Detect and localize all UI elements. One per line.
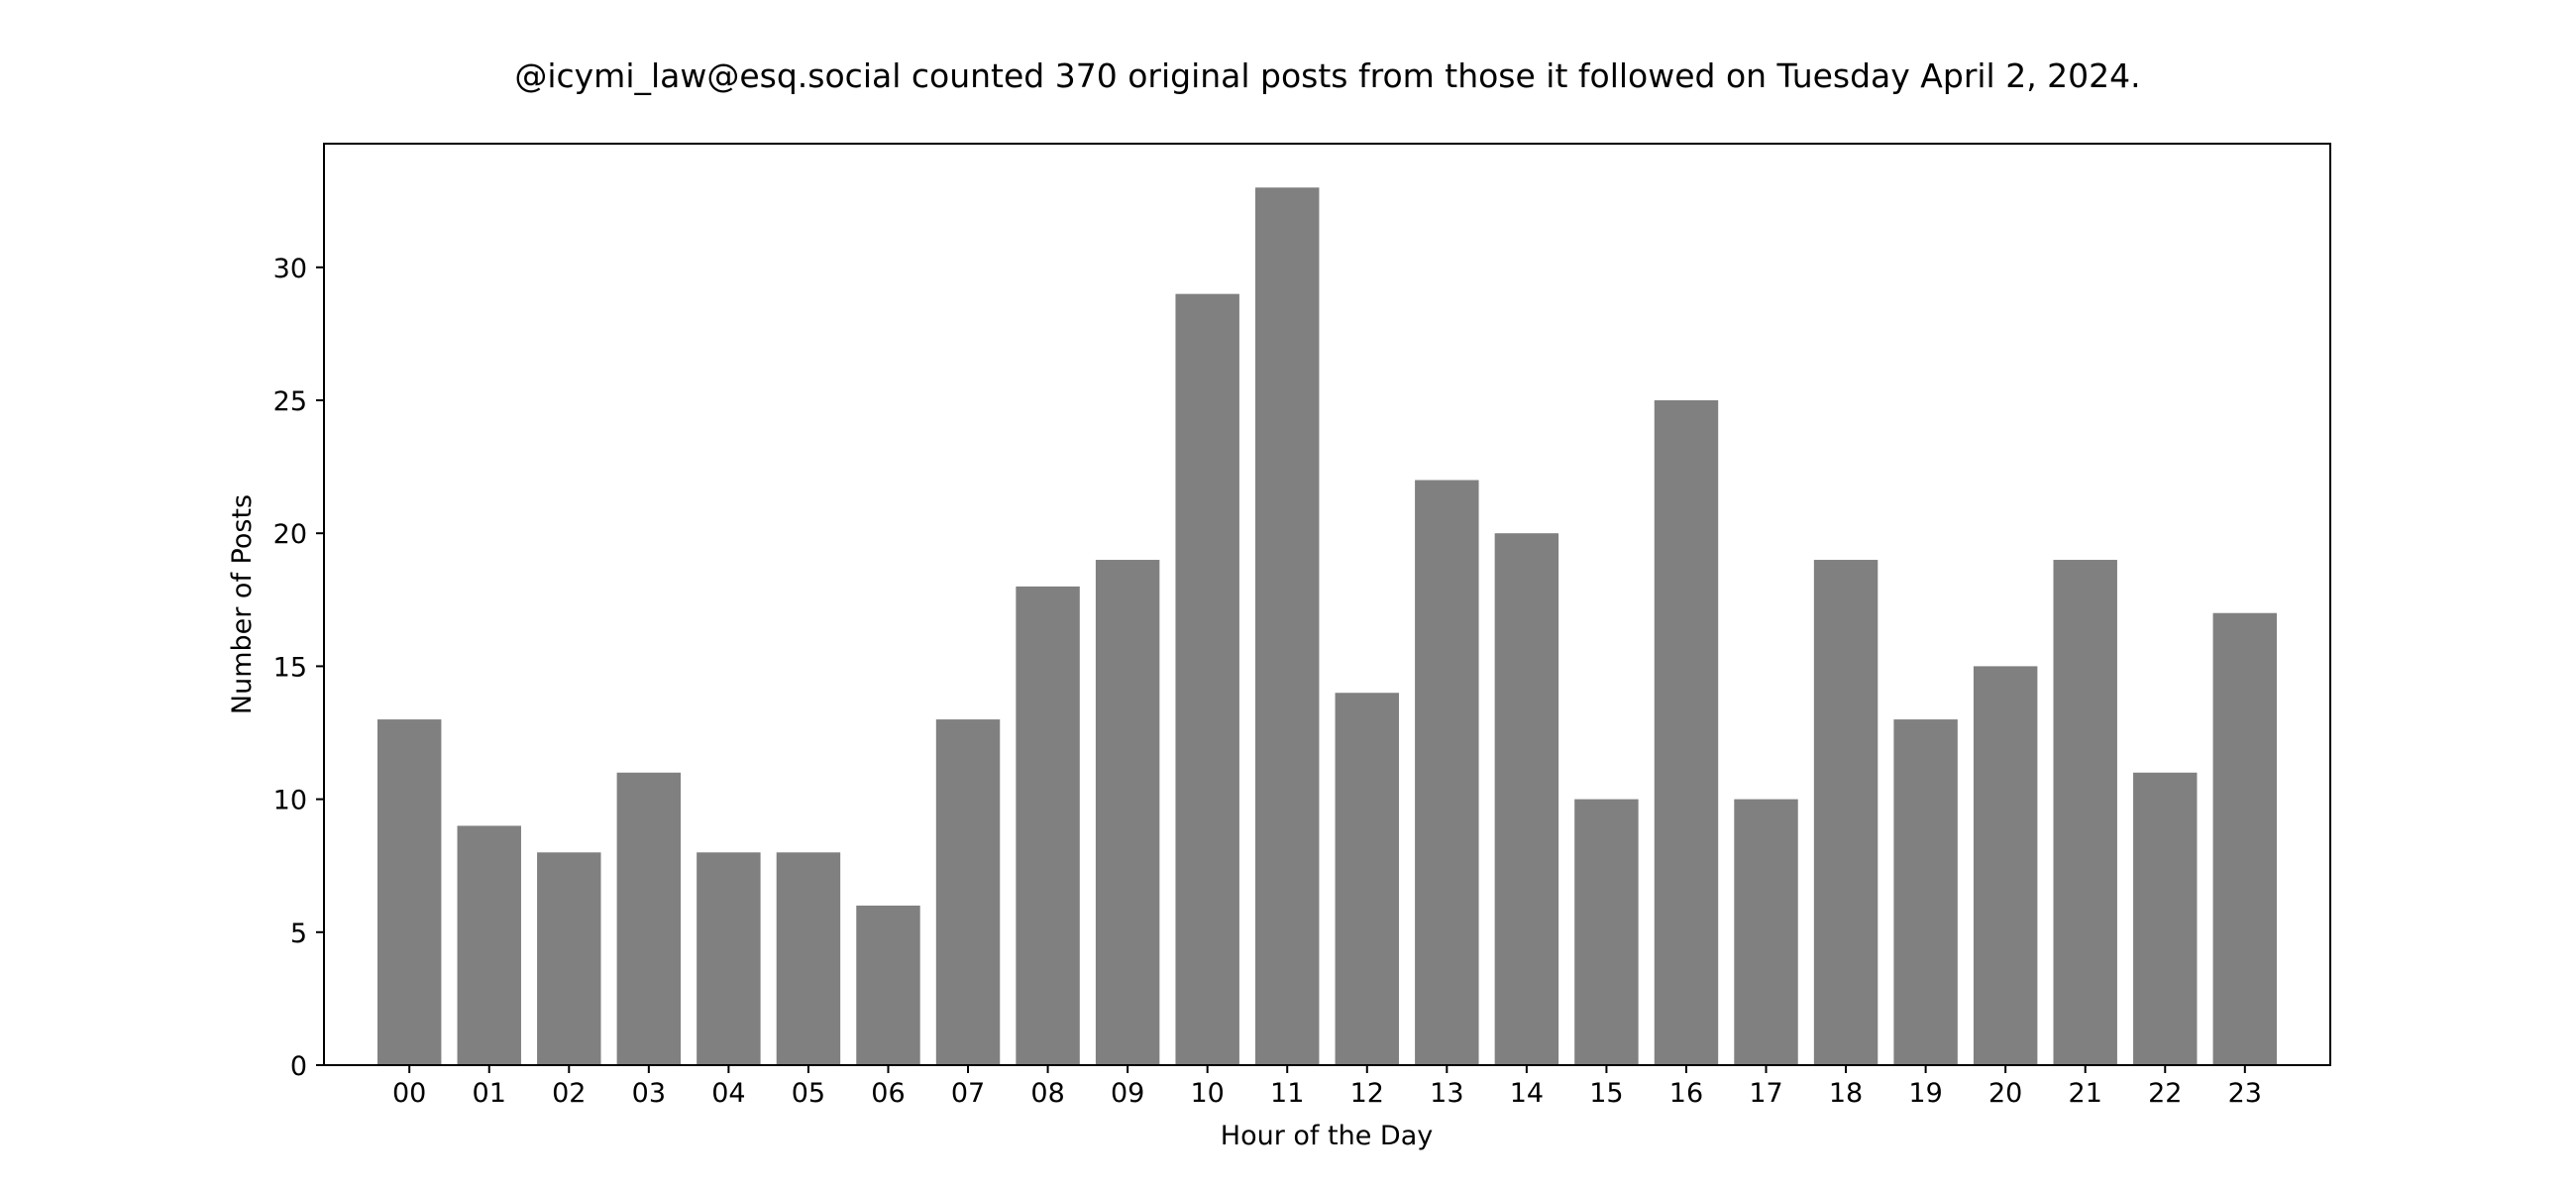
bar-hour-02: [537, 852, 601, 1065]
x-tick-label: 07: [951, 1078, 985, 1109]
x-axis-ticks: 00 01 02 03 04 05 06 07 08 09 10 11 12 13 14 15 16 17 18 19…: [392, 1065, 2262, 1109]
bar-hour-08: [1016, 586, 1080, 1065]
bar-hour-21: [2053, 560, 2117, 1065]
bar-hour-18: [1813, 560, 1878, 1065]
bar-hour-01: [457, 825, 521, 1065]
x-tick-label: 17: [1749, 1078, 1782, 1109]
y-tick-label: 10: [273, 786, 307, 816]
x-tick-label: 23: [2228, 1078, 2262, 1109]
bar-hour-07: [935, 719, 1001, 1065]
y-tick-label: 15: [273, 652, 307, 683]
x-tick-label: 15: [1589, 1078, 1623, 1109]
bar-hour-05: [776, 852, 841, 1065]
x-tick-label: 21: [2069, 1078, 2102, 1109]
bar-hour-12: [1335, 693, 1399, 1065]
chart-title: @icymi_law@esq.social counted 370 origin…: [514, 56, 2140, 95]
bar-hour-04: [697, 852, 761, 1065]
bar-hour-22: [2133, 772, 2198, 1065]
y-axis-ticks: 0 5 10 15 20 25 30: [273, 254, 324, 1082]
axes-frame: [323, 143, 2331, 1066]
y-tick-label: 0: [290, 1051, 307, 1082]
bar-hour-03: [616, 772, 682, 1065]
x-tick-label: 11: [1270, 1078, 1304, 1109]
x-tick-label: 00: [392, 1078, 426, 1109]
x-axis-label: Hour of the Day: [1221, 1121, 1433, 1151]
bar-hour-14: [1494, 533, 1559, 1065]
bar-hour-16: [1654, 400, 1719, 1065]
bar-hour-09: [1095, 560, 1160, 1065]
x-tick-label: 19: [1908, 1078, 1942, 1109]
y-tick-label: 30: [273, 254, 307, 284]
x-tick-label: 20: [1988, 1078, 2022, 1109]
x-tick-label: 08: [1030, 1078, 1064, 1109]
x-tick-label: 06: [871, 1078, 905, 1109]
y-tick-label: 20: [273, 519, 307, 550]
bar-hour-17: [1734, 799, 1798, 1065]
x-tick-label: 16: [1669, 1078, 1703, 1109]
x-tick-label: 09: [1111, 1078, 1144, 1109]
bar-hour-00: [376, 719, 442, 1065]
bars-group: [376, 187, 2278, 1066]
y-tick-label: 5: [290, 919, 307, 949]
x-tick-label: 03: [632, 1078, 666, 1109]
bar-hour-11: [1255, 187, 1320, 1066]
x-tick-label: 10: [1190, 1078, 1224, 1109]
bar-hour-06: [856, 905, 920, 1065]
x-tick-label: 04: [711, 1078, 745, 1109]
x-tick-label: 05: [792, 1078, 825, 1109]
x-tick-label: 12: [1350, 1078, 1384, 1109]
bar-hour-15: [1574, 799, 1639, 1065]
bar-hour-23: [2212, 612, 2278, 1065]
bar-hour-20: [1973, 666, 2038, 1065]
bar-hour-19: [1893, 719, 1958, 1065]
x-tick-label: 02: [552, 1078, 586, 1109]
x-tick-label: 01: [473, 1078, 506, 1109]
y-tick-label: 25: [273, 386, 307, 417]
x-tick-label: 18: [1829, 1078, 1863, 1109]
x-tick-label: 22: [2148, 1078, 2182, 1109]
x-tick-label: 13: [1430, 1078, 1463, 1109]
bar-hour-10: [1175, 293, 1239, 1065]
bar-hour-13: [1415, 480, 1479, 1065]
y-axis-label: Number of Posts: [227, 494, 258, 714]
x-tick-label: 14: [1510, 1078, 1544, 1109]
